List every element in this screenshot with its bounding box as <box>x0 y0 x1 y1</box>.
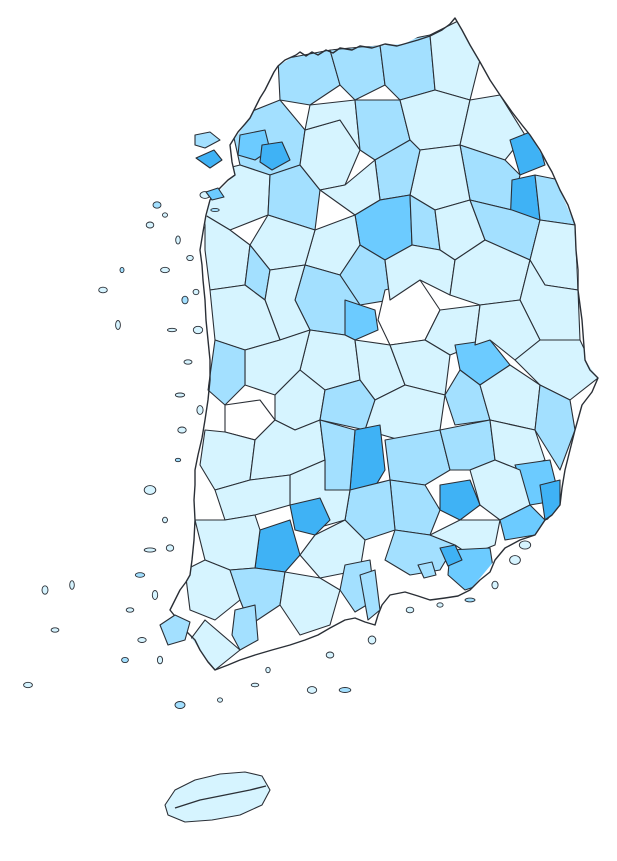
islet <box>265 666 271 674</box>
islet <box>115 320 121 330</box>
islet <box>137 637 147 643</box>
region <box>534 174 576 226</box>
islet <box>145 221 155 229</box>
islet <box>177 426 187 434</box>
region <box>231 604 259 651</box>
region <box>254 519 301 573</box>
islet <box>186 254 194 262</box>
island <box>205 187 225 201</box>
islet <box>175 235 181 245</box>
islet <box>217 697 223 703</box>
islet <box>491 580 499 590</box>
islet <box>181 295 189 305</box>
region <box>384 244 456 301</box>
islet <box>174 457 182 463</box>
islet <box>121 656 129 664</box>
islet <box>306 686 318 694</box>
region <box>277 49 341 106</box>
region <box>534 384 576 471</box>
region <box>207 339 246 406</box>
islet <box>166 327 178 333</box>
mainland-coastline <box>169 17 599 671</box>
islet <box>183 359 193 365</box>
islands <box>23 131 532 709</box>
islet <box>23 681 33 689</box>
region <box>339 244 391 306</box>
islet <box>143 547 157 553</box>
island <box>417 561 437 579</box>
mainland-regions <box>184 19 598 670</box>
islet <box>69 580 75 590</box>
region <box>389 479 441 536</box>
islet <box>174 701 186 709</box>
islet <box>436 602 444 608</box>
island <box>439 544 463 567</box>
region <box>329 44 386 101</box>
islet <box>156 655 164 665</box>
islet <box>174 392 186 398</box>
islet <box>192 325 204 335</box>
region <box>389 339 451 396</box>
islet <box>160 266 170 274</box>
islet <box>41 585 49 595</box>
region <box>304 99 361 151</box>
islet <box>143 485 157 495</box>
region <box>344 299 379 341</box>
islet <box>50 627 60 633</box>
region <box>539 479 561 521</box>
region <box>289 497 331 536</box>
islet <box>325 651 335 659</box>
islet <box>98 286 108 294</box>
islet <box>192 288 200 296</box>
island <box>195 149 223 169</box>
region <box>189 619 241 670</box>
region <box>359 569 381 621</box>
islet <box>367 635 377 645</box>
islet <box>210 207 220 213</box>
islet <box>152 201 162 209</box>
island <box>194 131 221 149</box>
region <box>259 141 291 171</box>
islet <box>162 516 168 524</box>
region <box>439 419 496 471</box>
islet <box>250 682 260 688</box>
islet <box>151 590 159 600</box>
islet <box>162 212 168 218</box>
jeju-inner-boundary <box>174 785 267 809</box>
region <box>439 479 481 521</box>
islet <box>196 405 204 415</box>
islet <box>518 540 532 550</box>
islet <box>405 606 415 614</box>
islet <box>165 544 175 552</box>
islet <box>134 572 146 578</box>
island <box>159 614 191 646</box>
islet <box>125 607 135 613</box>
islet <box>464 597 476 603</box>
region <box>384 429 451 486</box>
islet <box>338 687 352 693</box>
islet <box>509 555 521 565</box>
region <box>267 164 321 231</box>
region <box>279 571 341 636</box>
islet <box>119 266 125 274</box>
